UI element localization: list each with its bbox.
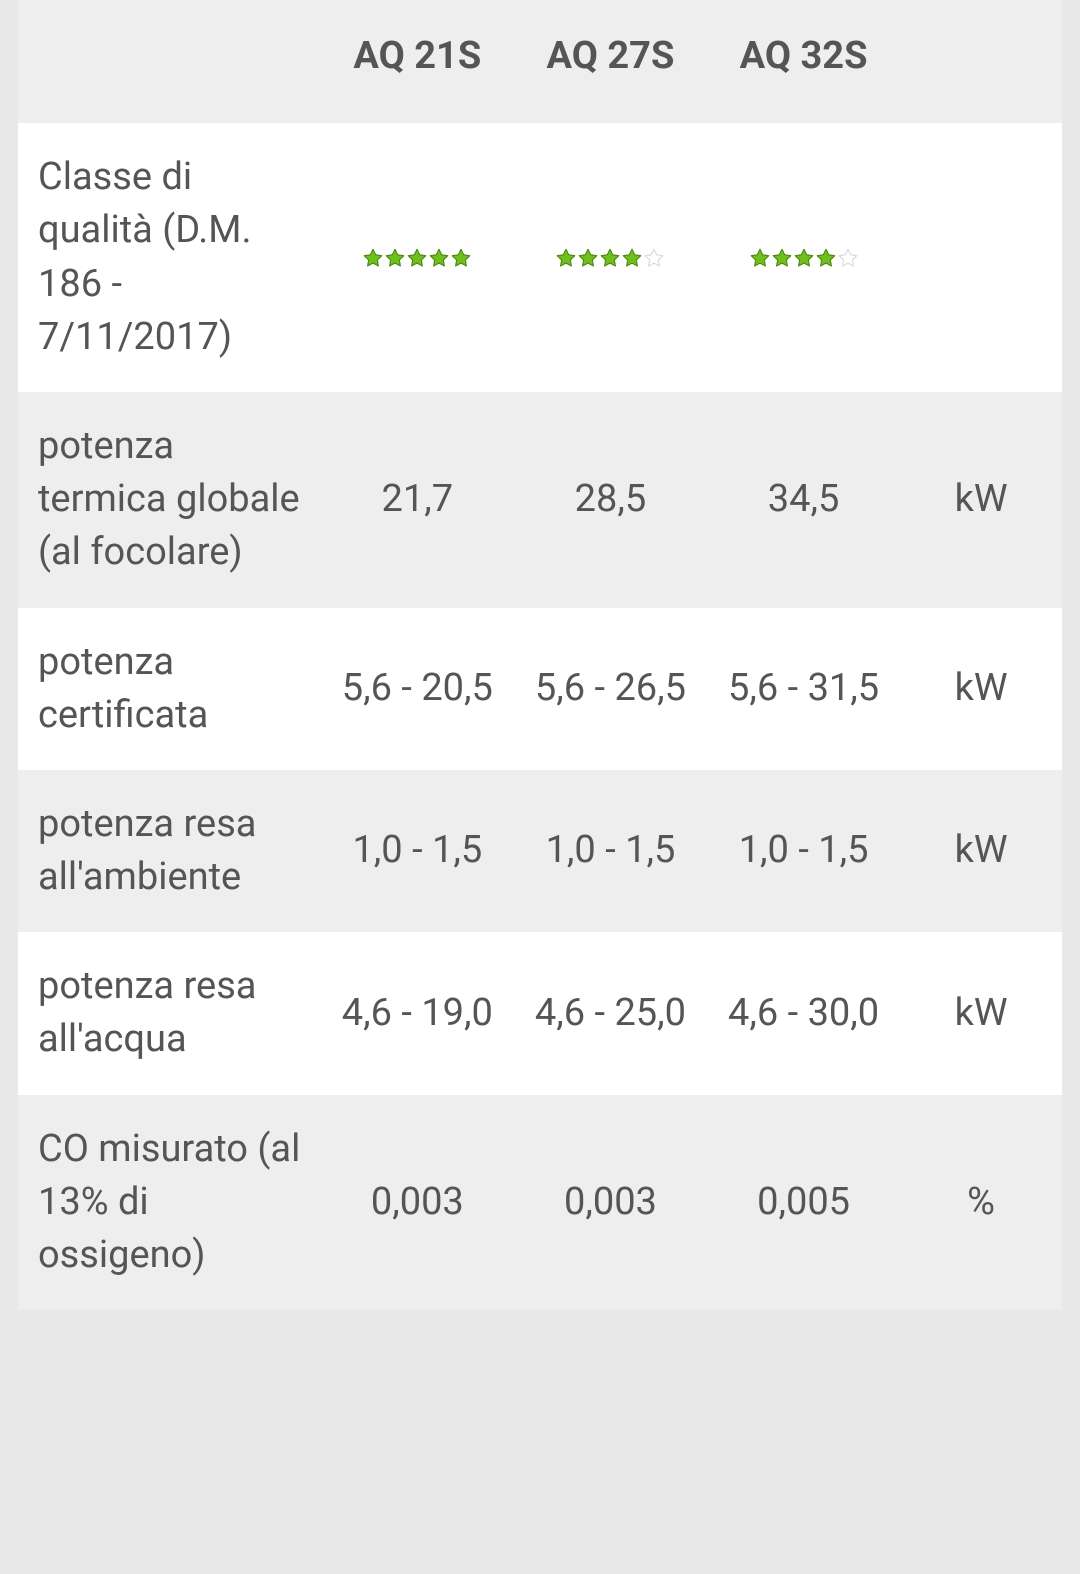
header-col-1: AQ 21S [321,0,514,123]
row-unit: % [900,1095,1062,1311]
row-unit: kW [900,392,1062,608]
star-filled-icon [771,247,793,269]
row-value: 1,0 - 1,5 [707,770,900,932]
header-unit [900,0,1062,123]
star-filled-icon [599,247,621,269]
row-value: 5,6 - 26,5 [514,608,707,770]
star-filled-icon [450,247,472,269]
table-body: Classe di qualità (D.M. 186 - 7/11/2017) [18,123,1062,1310]
row-unit: kW [900,932,1062,1094]
row-value: 0,003 [514,1095,707,1311]
star-rating [555,247,665,269]
row-label: potenza termica globale (al focolare) [18,392,321,608]
spec-table-container: AQ 21S AQ 27S AQ 32S Classe di qualità (… [0,0,1080,1310]
star-filled-icon [384,247,406,269]
star-filled-icon [362,247,384,269]
star-filled-icon [793,247,815,269]
row-value: 5,6 - 31,5 [707,608,900,770]
table-row: Classe di qualità (D.M. 186 - 7/11/2017) [18,123,1062,392]
row-value: 0,005 [707,1095,900,1311]
row-label: potenza resa all'ambiente [18,770,321,932]
table-row: potenza resa all'ambiente1,0 - 1,51,0 - … [18,770,1062,932]
table-header: AQ 21S AQ 27S AQ 32S [18,0,1062,123]
header-empty [18,0,321,123]
row-label: potenza resa all'acqua [18,932,321,1094]
row-value: 4,6 - 30,0 [707,932,900,1094]
row-label: Classe di qualità (D.M. 186 - 7/11/2017) [18,123,321,392]
row-value: 1,0 - 1,5 [321,770,514,932]
row-value [514,123,707,392]
spec-table: AQ 21S AQ 27S AQ 32S Classe di qualità (… [18,0,1062,1310]
row-value: 4,6 - 25,0 [514,932,707,1094]
table-row: CO misurato (al 13% di ossigeno)0,0030,0… [18,1095,1062,1311]
star-filled-icon [815,247,837,269]
row-value [707,123,900,392]
row-label: CO misurato (al 13% di ossigeno) [18,1095,321,1311]
header-col-2: AQ 27S [514,0,707,123]
table-row: potenza termica globale (al focolare)21,… [18,392,1062,608]
star-rating [362,247,472,269]
star-empty-icon [837,247,859,269]
row-unit: kW [900,770,1062,932]
row-value [321,123,514,392]
row-value: 4,6 - 19,0 [321,932,514,1094]
star-rating [749,247,859,269]
header-col-3: AQ 32S [707,0,900,123]
star-filled-icon [406,247,428,269]
row-unit: kW [900,608,1062,770]
row-label: potenza certificata [18,608,321,770]
star-filled-icon [428,247,450,269]
star-filled-icon [555,247,577,269]
table-row: potenza certificata5,6 - 20,55,6 - 26,55… [18,608,1062,770]
star-filled-icon [621,247,643,269]
row-value: 28,5 [514,392,707,608]
row-value: 1,0 - 1,5 [514,770,707,932]
row-value: 34,5 [707,392,900,608]
star-filled-icon [749,247,771,269]
row-value: 21,7 [321,392,514,608]
row-value: 5,6 - 20,5 [321,608,514,770]
row-value: 0,003 [321,1095,514,1311]
star-filled-icon [577,247,599,269]
table-row: potenza resa all'acqua4,6 - 19,04,6 - 25… [18,932,1062,1094]
star-empty-icon [643,247,665,269]
row-unit [900,123,1062,392]
